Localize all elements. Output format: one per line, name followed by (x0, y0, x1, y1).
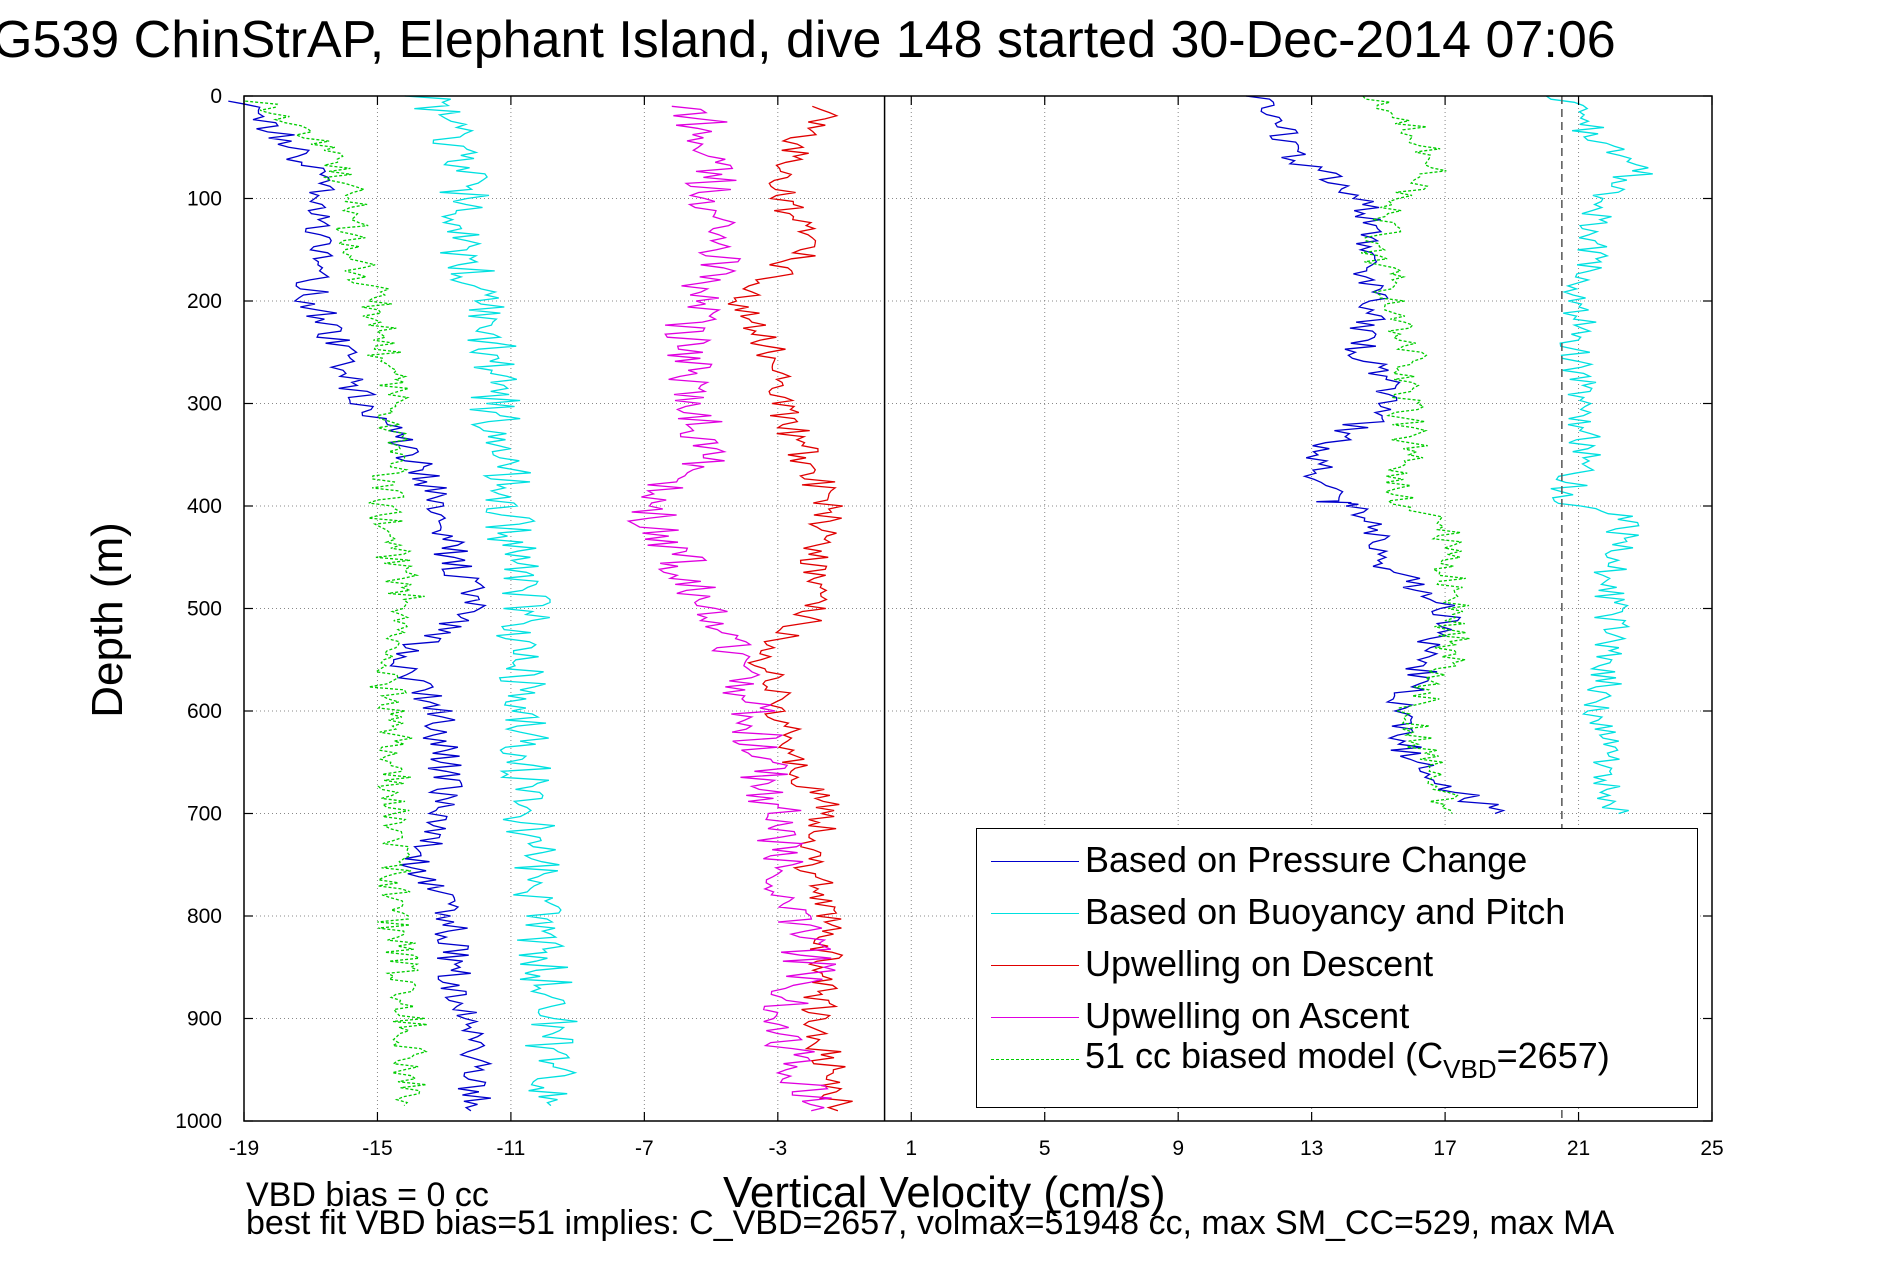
series-line-3 (1545, 95, 1653, 815)
grid (244, 96, 1712, 1121)
series-line-1 (1245, 95, 1506, 815)
series-line-7 (1360, 95, 1470, 814)
y-tick-label: 800 (187, 905, 222, 928)
x-tick-label: 1 (905, 1137, 917, 1160)
legend-label-model: 51 cc biased model (CVBD=2657) (1085, 1035, 1610, 1085)
y-tick-label: 0 (210, 85, 222, 108)
x-tick-label: -3 (768, 1137, 787, 1160)
y-tick-label: 900 (187, 1008, 222, 1031)
legend-swatch-ascent (991, 1017, 1079, 1018)
x-tick-label: -7 (635, 1137, 654, 1160)
legend-swatch-pressure (991, 861, 1079, 862)
y-axis-label: Depth (m) (83, 522, 132, 718)
legend-label-ascent: Upwelling on Ascent (1085, 995, 1410, 1036)
annotation-best-fit: best fit VBD bias=51 implies: C_VBD=2657… (246, 1204, 1615, 1242)
reference-lines (883, 96, 1563, 1121)
x-tick-label: 5 (1039, 1137, 1051, 1160)
series-line-6 (245, 100, 428, 1107)
series-layer (228, 95, 1653, 1112)
x-tick-label: 9 (1172, 1137, 1184, 1160)
x-axis-label: Vertical Velocity (cm/s) (723, 1168, 1166, 1217)
x-tick-label: 17 (1433, 1137, 1456, 1160)
legend-label-buoyancy: Based on Buoyancy and Pitch (1085, 891, 1566, 932)
y-tick-label: 700 (187, 803, 222, 826)
legend-swatch-descent (991, 965, 1079, 966)
y-tick-label: 300 (187, 393, 222, 416)
x-tick-label: -15 (362, 1137, 392, 1160)
y-tick-label: 200 (187, 290, 222, 313)
x-tick-label: -11 (497, 1137, 526, 1160)
y-tick-label: 500 (187, 598, 222, 621)
legend-label-descent: Upwelling on Descent (1085, 943, 1434, 984)
legend: Based on Pressure Change Based on Buoyan… (976, 828, 1698, 1108)
legend-item-descent: Upwelling on Descent (977, 943, 1697, 985)
series-line-0 (228, 100, 493, 1112)
legend-swatch-buoyancy (991, 913, 1079, 914)
series-line-2 (404, 95, 578, 1107)
legend-label-model-sub: VBD (1443, 1054, 1497, 1084)
x-tick-label: 21 (1567, 1137, 1590, 1160)
legend-item-ascent: Upwelling on Ascent (977, 995, 1697, 1037)
y-tick-label: 100 (187, 188, 222, 211)
x-tick-label: 13 (1300, 1137, 1323, 1160)
series-line-4 (727, 105, 853, 1112)
legend-swatch-model (991, 1059, 1079, 1060)
x-tick-label: 25 (1700, 1137, 1723, 1160)
legend-item-model: 51 cc biased model (CVBD=2657) (977, 1035, 1697, 1084)
legend-item-pressure: Based on Pressure Change (977, 839, 1697, 881)
axes: -19 -15 -11 -7 -3 1 5 9 13 17 21 25 0 100 200 300 400 500… (175, 85, 1723, 1160)
y-tick-label: 600 (187, 700, 222, 723)
series-line-5 (626, 105, 837, 1112)
legend-label-model-main: 51 cc biased model (C (1085, 1035, 1444, 1076)
legend-item-buoyancy: Based on Buoyancy and Pitch (977, 891, 1697, 933)
legend-label-pressure: Based on Pressure Change (1085, 839, 1528, 880)
legend-label-model-post: =2657) (1496, 1035, 1610, 1076)
y-tick-label: 400 (187, 495, 222, 518)
x-tick-label: -19 (229, 1137, 259, 1160)
annotation-vbd-bias: VBD bias = 0 cc (246, 1176, 489, 1214)
chart-title: G539 ChinStrAP, Elephant Island, dive 14… (0, 11, 1616, 69)
y-tick-label: 1000 (175, 1110, 222, 1133)
